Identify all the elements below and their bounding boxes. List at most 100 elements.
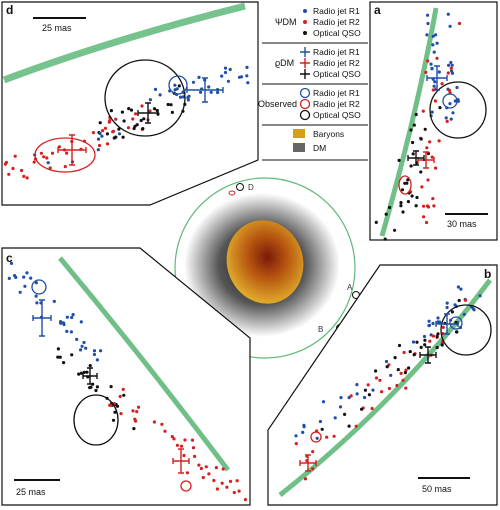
scatter-point [152, 107, 157, 111]
scatter-point [426, 59, 430, 63]
scatter-point [199, 90, 203, 94]
scatter-point [321, 400, 326, 404]
scatter-point [25, 176, 29, 180]
panel-d-optical-observed [104, 59, 186, 137]
scatter-point [232, 490, 236, 495]
scatter-point [65, 329, 69, 333]
scatter-point [462, 312, 466, 316]
scatter-point [121, 387, 125, 391]
panel-b-crosses [299, 313, 459, 472]
scatter-point [166, 102, 170, 107]
scatter-point [396, 368, 400, 372]
scatter-point [245, 65, 249, 69]
scatter-point [399, 371, 403, 375]
scatter-point [62, 361, 66, 365]
scatter-point [430, 110, 434, 114]
scatter-point [126, 126, 131, 130]
scatter-point [423, 338, 427, 342]
legend-item-label: Optical QSO [313, 69, 361, 79]
scatter-point [209, 90, 213, 94]
scatter-point [182, 453, 186, 458]
error-cross [137, 102, 159, 124]
panel-a-points [374, 12, 462, 241]
scatter-point [109, 385, 113, 389]
scatter-point [20, 168, 24, 173]
scatter-point [354, 424, 358, 428]
scatter-point [343, 412, 347, 416]
panel-a: a 30 mas [369, 1, 498, 241]
scatter-point [431, 88, 435, 92]
panel-a-r1-observed [442, 93, 458, 109]
scatter-point [407, 366, 411, 370]
scatter-point [214, 466, 218, 470]
scatter-point [433, 80, 437, 84]
scatter-point [472, 308, 476, 312]
legend-marker [303, 20, 307, 24]
scatter-point [437, 70, 441, 74]
scatter-point [25, 271, 29, 275]
panel-c-arc [58, 256, 230, 472]
scatter-point [355, 383, 359, 387]
legend-item-label: Radio jet R1 [313, 88, 360, 98]
scatter-point [371, 388, 375, 392]
scatter-point [397, 343, 402, 348]
scatter-point [158, 93, 162, 97]
legend-item-label: Radio jet R2 [313, 58, 360, 68]
scatter-point [169, 103, 173, 107]
scatter-point [437, 139, 441, 143]
scatter-point [427, 319, 431, 323]
legend-item-label: Baryons [313, 129, 344, 139]
scatter-point [185, 471, 189, 475]
panel-b-r2-observed [310, 431, 322, 443]
error-cross [417, 151, 435, 169]
panel-d-r2-observed [34, 137, 96, 173]
scatter-point [212, 478, 216, 483]
scatter-point [135, 410, 139, 414]
panel-c-points [7, 261, 247, 502]
scatter-point [58, 355, 62, 359]
scatter-point [71, 313, 75, 317]
scatter-point [22, 275, 26, 279]
scatter-point [441, 325, 445, 329]
legend-item-label: Optical QSO [313, 110, 361, 120]
error-cross [82, 367, 98, 385]
scatter-point [42, 155, 46, 159]
scatter-point [112, 136, 116, 140]
scatter-point [223, 66, 228, 70]
scatter-point [118, 394, 122, 399]
scatter-point [455, 330, 459, 334]
scatter-point [63, 165, 67, 169]
panel-b-optical-observed [440, 304, 492, 356]
scatter-point [190, 438, 195, 442]
scatter-point [131, 409, 135, 413]
scatter-point [422, 215, 426, 219]
scatter-point [22, 174, 26, 178]
panel-b-scale-label: 50 mas [422, 484, 452, 494]
scatter-point [432, 204, 436, 208]
scatter-point [414, 204, 418, 208]
scatter-point [183, 438, 187, 442]
scatter-point [121, 135, 125, 139]
scatter-point [95, 385, 99, 389]
scatter-point [215, 487, 219, 491]
scatter-point [411, 152, 415, 156]
scatter-point [96, 137, 101, 141]
panel-b-r1-observed [449, 316, 463, 330]
scatter-point [478, 294, 482, 298]
scatter-point [140, 104, 144, 108]
scatter-point [65, 315, 69, 319]
scatter-point [401, 210, 405, 214]
panel-a-arc [379, 7, 439, 237]
scatter-point [70, 315, 74, 320]
scatter-point [117, 132, 122, 136]
scatter-point [85, 370, 89, 374]
panel-b: b 50 mas [267, 264, 498, 506]
scatter-point [425, 204, 430, 208]
scatter-point [430, 155, 434, 159]
scatter-point [453, 99, 457, 103]
legend-marker [303, 31, 307, 35]
scatter-point [139, 118, 143, 123]
scatter-point [410, 194, 414, 198]
